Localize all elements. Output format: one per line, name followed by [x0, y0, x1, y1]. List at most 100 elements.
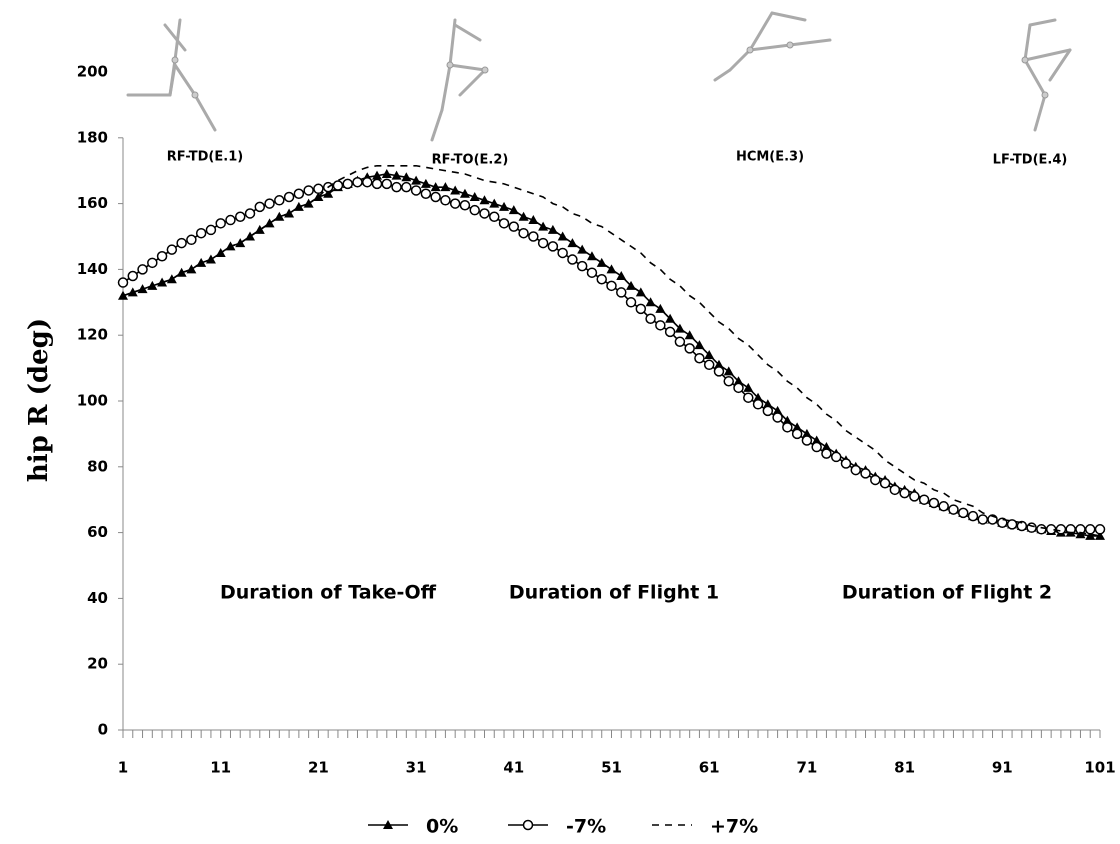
- y-axis-label: hip R (deg): [24, 318, 54, 482]
- x-tick-label: 51: [601, 759, 622, 777]
- circle-marker: [186, 234, 197, 246]
- circle-marker: [938, 501, 949, 512]
- triangle-marker: [694, 340, 705, 350]
- triangle-marker: [1095, 530, 1105, 540]
- triangle-marker: [489, 198, 500, 208]
- circle-marker: [117, 277, 129, 288]
- triangle-marker: [821, 442, 832, 452]
- triangle-marker: [782, 415, 793, 425]
- circle-marker: [606, 280, 617, 292]
- y-tick-label: 0: [98, 721, 108, 739]
- series-line: [122, 173, 1100, 537]
- x-tick-label: 71: [796, 759, 817, 777]
- circle-marker: [899, 487, 910, 499]
- triangle-marker: [323, 188, 334, 198]
- circle-marker: [215, 218, 226, 229]
- circle-marker: [586, 267, 598, 278]
- circle-marker: [127, 270, 139, 282]
- circle-marker: [752, 399, 764, 410]
- circle-marker: [352, 176, 363, 188]
- circle-marker: [674, 336, 686, 348]
- event-label: RF-TO(E.2): [432, 153, 509, 168]
- circle-marker: [635, 303, 647, 315]
- circle-marker: [772, 412, 783, 423]
- circle-marker: [616, 287, 627, 298]
- circle-marker: [156, 250, 168, 262]
- circle-marker: [664, 326, 676, 338]
- circle-marker: [967, 510, 979, 522]
- triangle-marker: [655, 303, 666, 313]
- triangle-marker: [137, 284, 148, 294]
- y-tick-label: 80: [87, 457, 108, 475]
- triangle-marker: [383, 820, 393, 829]
- y-tick-label: 40: [87, 589, 108, 607]
- circle-marker: [655, 320, 666, 331]
- triangle-marker: [792, 422, 803, 432]
- triangle-marker: [811, 435, 822, 445]
- stick-figure: [430, 18, 489, 142]
- triangle-marker: [772, 405, 783, 415]
- triangle-marker: [469, 192, 480, 202]
- triangle-marker: [684, 330, 695, 340]
- x-tick-label: 91: [992, 759, 1013, 777]
- triangle-marker: [166, 274, 177, 284]
- circle-marker: [840, 458, 852, 469]
- triangle-marker: [1085, 530, 1096, 540]
- circle-marker: [576, 260, 588, 272]
- circle-marker: [596, 274, 607, 285]
- circle-marker: [1016, 520, 1028, 532]
- triangle-marker: [538, 221, 549, 231]
- triangle-marker: [743, 382, 754, 392]
- circle-marker: [430, 191, 441, 203]
- triangle-marker: [508, 205, 519, 215]
- x-tick-label: 61: [699, 759, 720, 777]
- circle-marker: [234, 211, 246, 223]
- triangle-marker: [596, 257, 607, 267]
- circle-marker: [254, 201, 266, 213]
- y-tick-label: 200: [77, 63, 108, 81]
- circle-marker: [762, 405, 774, 417]
- circle-marker: [547, 241, 559, 252]
- triangle-marker: [801, 428, 812, 438]
- circle-marker: [830, 451, 842, 463]
- triangle-marker: [586, 251, 597, 261]
- circle-marker: [625, 297, 637, 308]
- circle-marker: [205, 224, 217, 236]
- circle-marker: [948, 504, 959, 515]
- event-label: LF-TD(E.4): [993, 153, 1068, 168]
- triangle-marker: [733, 376, 744, 386]
- triangle-marker: [762, 399, 773, 409]
- circle-marker: [489, 211, 500, 223]
- circle-marker: [889, 484, 901, 496]
- circle-marker: [137, 264, 148, 275]
- circle-marker: [918, 494, 930, 505]
- phase-label: Duration of Flight 1: [509, 582, 719, 604]
- circle-marker: [508, 221, 520, 232]
- circle-marker: [244, 208, 256, 219]
- triangle-marker: [528, 215, 539, 225]
- triangle-marker: [235, 238, 246, 248]
- circle-marker: [537, 237, 549, 249]
- circle-marker: [401, 181, 412, 193]
- legend-label: 0%: [426, 816, 458, 838]
- circle-marker: [391, 181, 402, 193]
- x-tick-label: 81: [894, 759, 915, 777]
- circle-marker: [791, 428, 803, 440]
- circle-marker: [860, 468, 871, 479]
- triangle-marker: [176, 267, 187, 277]
- triangle-marker: [616, 270, 627, 280]
- circle-marker: [567, 254, 578, 265]
- circle-marker: [274, 195, 285, 206]
- y-tick-label: 140: [77, 260, 108, 278]
- circle-marker: [469, 204, 480, 216]
- circle-marker: [1006, 519, 1018, 530]
- legend-label: -7%: [566, 816, 606, 838]
- circle-marker: [440, 195, 451, 206]
- circle-marker: [743, 392, 754, 403]
- circle-marker: [332, 180, 344, 191]
- triangle-marker: [479, 195, 490, 205]
- circle-marker: [381, 178, 393, 190]
- triangle-marker: [567, 238, 578, 248]
- triangle-marker: [626, 280, 637, 290]
- circle-marker: [147, 257, 158, 269]
